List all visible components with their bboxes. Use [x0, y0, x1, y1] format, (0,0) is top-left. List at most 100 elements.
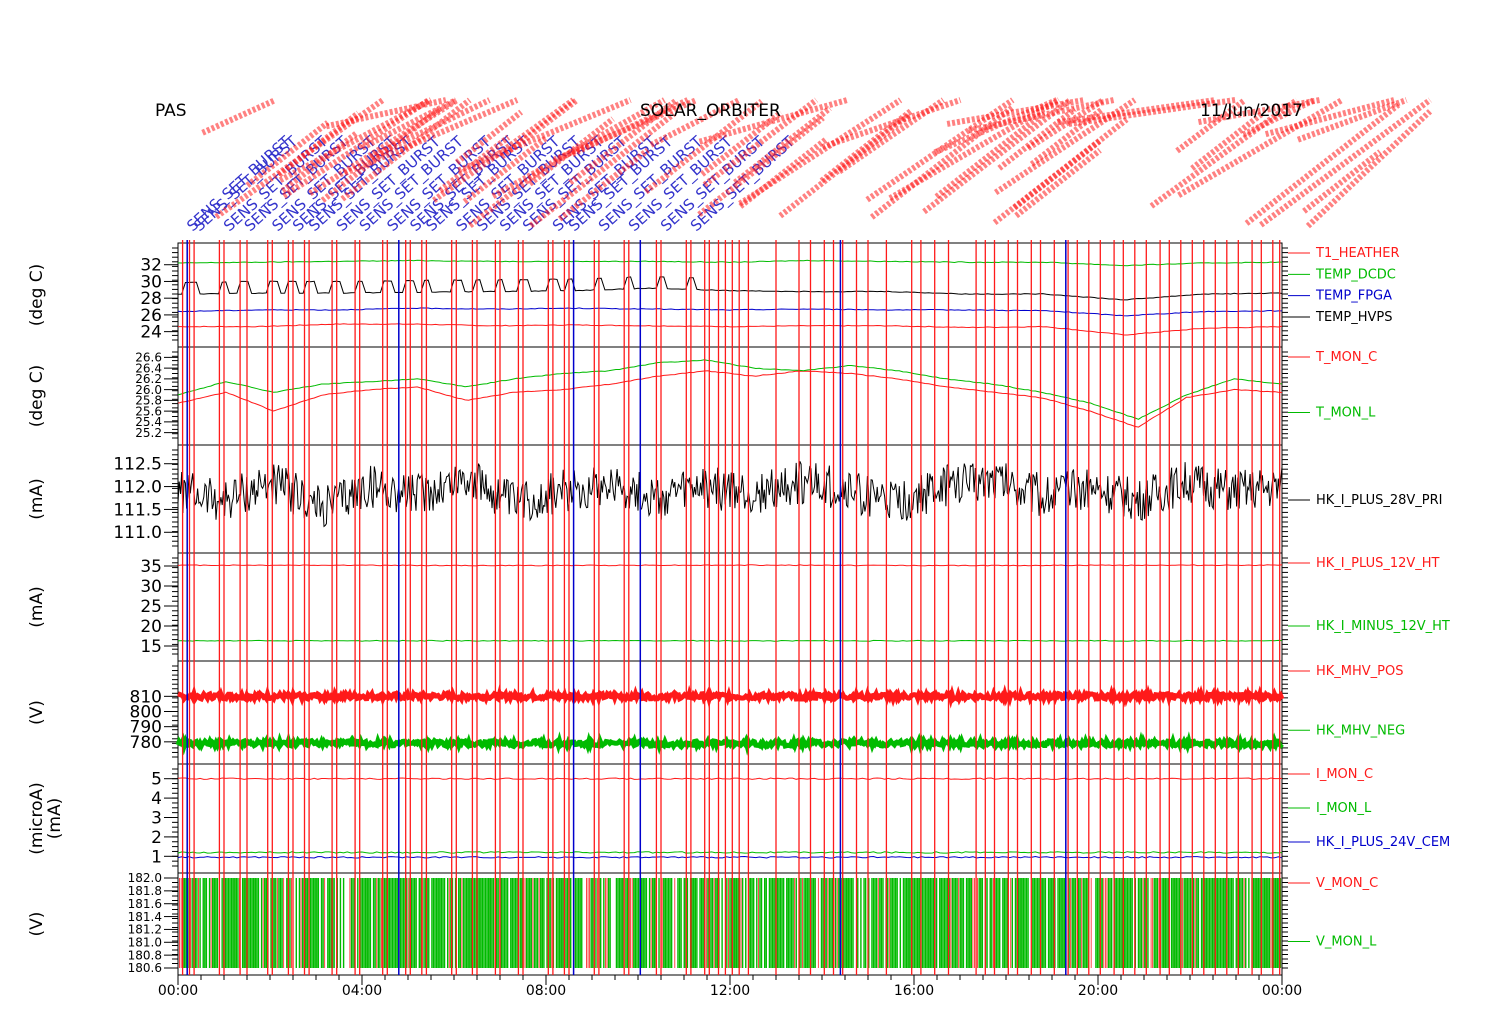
event-scribble: [1057, 97, 1217, 126]
legend-HK_MHV_POS: HK_MHV_POS: [1316, 664, 1404, 679]
legend-T1_HEATHER: T1_HEATHER: [1315, 246, 1400, 261]
event-scribble: [308, 97, 459, 196]
y-axis-label: (deg C): [27, 264, 47, 327]
event-scribble: [643, 98, 764, 195]
event-scribble: [1149, 97, 1299, 209]
y-axis-label: (mA): [27, 586, 47, 627]
y-tick-label: 800: [130, 702, 162, 722]
event-scribble: [649, 97, 741, 148]
event-scribble: [992, 117, 1129, 225]
event-labels: SENS_SET_BURSTSENS_SET_BURSTSENS_SET_BUR…: [183, 97, 1433, 236]
event-scribble: [527, 116, 615, 187]
legend-TEMP_FPGA: TEMP_FPGA: [1315, 289, 1392, 304]
y-tick-label: 25.4: [135, 415, 162, 429]
event-markers: [181, 240, 1281, 975]
series-T_MON_L: [177, 359, 1283, 420]
y-tick-label: 181.0: [128, 935, 162, 949]
event-scribble: [821, 97, 962, 150]
legend-HK_MHV_NEG: HK_MHV_NEG: [1316, 723, 1405, 738]
y-tick-label: 25.8: [135, 394, 162, 408]
event-scribble: [1175, 97, 1247, 154]
y-tick-label: 780: [130, 733, 162, 753]
series-HK_MHV_NEG: [175, 731, 1284, 756]
legend-V_MON_L: V_MON_L: [1316, 935, 1377, 950]
y-axis-label: (V): [27, 912, 47, 937]
y-tick-label: 25.6: [135, 404, 162, 418]
y-tick-label: 181.4: [128, 910, 162, 924]
y-tick-label: 25: [140, 597, 162, 617]
event-scribble: [557, 147, 650, 222]
event-scribble: [934, 110, 1046, 200]
series-HK_I_PLUS_12V_HT: [177, 564, 1283, 567]
header-left: PAS: [155, 101, 187, 121]
event-scribble: [1264, 97, 1395, 138]
x-tick-label: 00:00: [1262, 983, 1302, 999]
legend-I_MON_C: I_MON_C: [1316, 767, 1373, 782]
y-tick-label: 26.6: [135, 351, 162, 365]
event-scribble: [1302, 149, 1383, 214]
event-scribble: [1305, 109, 1433, 229]
legend-TEMP_HVPS: TEMP_HVPS: [1315, 310, 1392, 325]
event-scribble: [888, 97, 1061, 201]
event-scribble: [837, 97, 946, 174]
y-tick-label: 2: [151, 828, 162, 848]
x-axis: 00:00 04:00 08:00 12:00 16:00 20:00 00:00: [158, 975, 1302, 999]
y-tick-label: 5: [151, 770, 162, 790]
event-scribble: [700, 110, 783, 177]
y-tick-label: 111.5: [113, 500, 162, 520]
event-scribble: [528, 111, 676, 229]
y-tick-label: 30: [140, 272, 162, 292]
y-axis-label-2: (mA): [45, 798, 65, 839]
legend-HK_I_PLUS_24V_CEM: HK_I_PLUS_24V_CEM: [1316, 835, 1450, 850]
legend-T_MON_L: T_MON_L: [1315, 406, 1376, 421]
y-tick-label: 35: [140, 557, 162, 577]
y-tick-label: 30: [140, 577, 162, 597]
event-scribble: [280, 131, 358, 194]
series-T_MON_C: [177, 370, 1283, 428]
legend-HK_I_PLUS_12V_HT: HK_I_PLUS_12V_HT: [1316, 556, 1440, 571]
series-TEMP_DCDC: [177, 259, 1282, 267]
x-tick-label: 00:00: [158, 983, 198, 999]
event-scribble: [462, 135, 549, 205]
event-scribble: [325, 97, 447, 130]
event-scribble: [369, 97, 491, 160]
event-scribble: [245, 120, 330, 188]
y-tick-label: 112.0: [113, 478, 162, 498]
legend-T_MON_C: T_MON_C: [1315, 350, 1377, 365]
y-axis-label: (V): [27, 700, 47, 725]
series-V_MON_L: [182, 878, 1282, 968]
event-scribble: [457, 97, 632, 174]
legend-I_MON_L: I_MON_L: [1316, 801, 1372, 816]
y-tick-label: 26.0: [135, 383, 162, 397]
panel-frame: [177, 552, 1283, 662]
event-scribble: [282, 97, 431, 199]
event-scribble: [1244, 102, 1401, 226]
x-tick-label: 12:00: [710, 983, 750, 999]
y-tick-label: 111.0: [113, 523, 162, 543]
x-tick-label: 08:00: [526, 983, 566, 999]
x-tick-label: 20:00: [1078, 983, 1118, 999]
y-tick-label: 20: [140, 617, 162, 637]
series-I_MON_L: [177, 851, 1283, 854]
event-scribble: [432, 97, 576, 203]
panel-frame: [177, 346, 1283, 446]
event-scribble: [778, 112, 912, 219]
event-scribble: [1197, 97, 1321, 126]
series-HK_MHV_POS: [177, 684, 1285, 709]
legend-HK_I_PLUS_28V_PRI: HK_I_PLUS_28V_PRI: [1316, 493, 1442, 508]
series-HK_I_PLUS_28V_PRI: [177, 461, 1283, 528]
event-scribble: [491, 97, 666, 199]
event-scribble: [1177, 97, 1344, 198]
y-tick-label: 181.8: [128, 884, 162, 898]
y-tick-label: 1: [151, 847, 162, 867]
y-tick-label: 26: [140, 306, 162, 326]
event-scribble: [438, 134, 511, 193]
x-tick-label: 16:00: [894, 983, 934, 999]
y-tick-label: 24: [140, 323, 162, 343]
y-tick-label: 112.5: [113, 455, 162, 475]
header-center: SOLAR_ORBITER: [640, 101, 781, 121]
legend-TEMP_DCDC: TEMP_DCDC: [1315, 267, 1396, 282]
